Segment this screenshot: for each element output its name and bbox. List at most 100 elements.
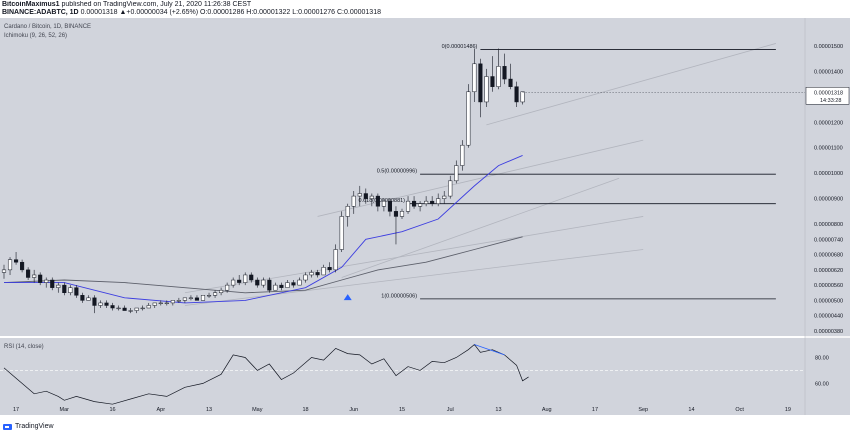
candle[interactable] (267, 277, 272, 293)
candle[interactable] (44, 277, 49, 288)
candle[interactable] (345, 203, 350, 227)
candle[interactable] (466, 84, 471, 148)
price-axis-bg[interactable] (805, 18, 850, 415)
candle[interactable] (478, 58, 483, 118)
candle[interactable] (128, 308, 133, 314)
candle[interactable] (454, 160, 459, 184)
candle[interactable] (110, 302, 115, 311)
candle[interactable] (225, 282, 230, 293)
candle[interactable] (273, 282, 278, 291)
candle[interactable] (381, 198, 386, 212)
candle[interactable] (291, 280, 296, 288)
candle[interactable] (393, 206, 399, 245)
publisher-name[interactable]: BitcoinMaximus1 (2, 1, 60, 8)
candle[interactable] (351, 190, 356, 214)
candle[interactable] (14, 252, 19, 265)
candle[interactable] (321, 264, 326, 276)
candle[interactable] (98, 300, 103, 309)
candle[interactable] (369, 193, 374, 207)
tradingview-footer[interactable]: TradingView (3, 421, 54, 432)
candle[interactable] (86, 295, 91, 301)
candle[interactable] (74, 285, 79, 298)
ma-slow-line[interactable] (3, 236, 523, 294)
candle[interactable] (315, 269, 320, 278)
candle[interactable] (327, 262, 332, 273)
channel-line[interactable] (184, 249, 644, 306)
candle[interactable] (412, 196, 417, 209)
candle[interactable] (38, 272, 43, 286)
candle[interactable] (104, 300, 109, 309)
candle[interactable] (219, 287, 224, 296)
candle[interactable] (255, 277, 260, 288)
candle[interactable] (339, 211, 344, 253)
candle[interactable] (472, 48, 477, 102)
candle[interactable] (309, 269, 314, 278)
candle[interactable] (32, 269, 37, 283)
channel-line[interactable] (486, 43, 776, 126)
candle[interactable] (231, 277, 236, 288)
candle[interactable] (333, 244, 338, 273)
candle[interactable] (249, 272, 254, 283)
candle[interactable] (436, 193, 441, 207)
candle[interactable] (279, 282, 284, 291)
candle[interactable] (116, 305, 121, 311)
ma-fast-line[interactable] (4, 154, 523, 304)
candle[interactable] (1, 264, 7, 279)
candle[interactable] (152, 302, 157, 309)
candle[interactable] (56, 282, 61, 293)
candle[interactable] (303, 272, 308, 283)
candle[interactable] (285, 280, 290, 288)
candle[interactable] (490, 56, 495, 92)
candle[interactable] (496, 48, 501, 90)
candle[interactable] (399, 208, 405, 219)
candle[interactable] (387, 198, 392, 217)
candle[interactable] (297, 277, 302, 286)
candle[interactable] (520, 91, 525, 105)
candle[interactable] (206, 292, 212, 298)
candle[interactable] (194, 295, 200, 301)
candle[interactable] (200, 295, 206, 301)
candle[interactable] (484, 68, 489, 108)
candle[interactable] (514, 81, 519, 108)
candle[interactable] (170, 300, 175, 306)
candle[interactable] (164, 300, 169, 306)
candle[interactable] (176, 297, 181, 303)
candle[interactable] (363, 188, 368, 204)
candle[interactable] (26, 267, 31, 281)
candle[interactable] (357, 185, 362, 207)
candle[interactable] (92, 295, 97, 314)
candle[interactable] (68, 285, 73, 296)
candle-body (363, 193, 368, 199)
candle[interactable] (448, 175, 453, 199)
signal-arrow-icon[interactable] (343, 294, 352, 301)
channel-line[interactable] (341, 177, 620, 278)
candle[interactable] (7, 257, 13, 275)
candle[interactable] (508, 63, 513, 90)
candle[interactable] (442, 190, 447, 204)
candle[interactable] (122, 305, 127, 311)
candle[interactable] (243, 272, 248, 286)
candle[interactable] (375, 193, 380, 212)
candle[interactable] (182, 297, 187, 303)
rsi-line[interactable] (3, 343, 529, 405)
candle[interactable] (134, 307, 139, 314)
candle[interactable] (502, 53, 507, 85)
candle[interactable] (62, 282, 67, 296)
candle[interactable] (418, 201, 423, 212)
candle[interactable] (213, 290, 218, 298)
candle[interactable] (158, 300, 163, 306)
candle[interactable] (80, 292, 85, 303)
candle[interactable] (20, 259, 25, 273)
candle[interactable] (405, 196, 411, 214)
candle[interactable] (146, 302, 151, 309)
candle[interactable] (261, 277, 266, 288)
candle[interactable] (430, 196, 435, 207)
candle[interactable] (50, 277, 55, 291)
candle[interactable] (188, 295, 193, 301)
candle[interactable] (237, 274, 242, 286)
candle[interactable] (460, 140, 465, 171)
rsi-divergence-line[interactable] (474, 344, 505, 356)
candle[interactable] (140, 305, 145, 311)
candle[interactable] (424, 196, 429, 207)
